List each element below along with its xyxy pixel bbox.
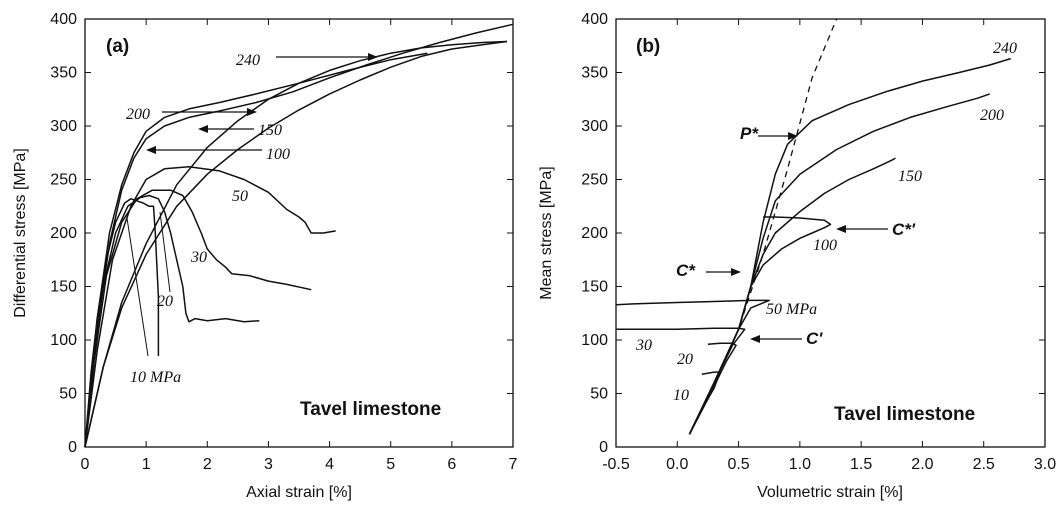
panel-b: -0.5 0.0 0.5 1.0 1.5 2.0 2.5 3.0 0 50 100 150 200 250…	[538, 11, 1056, 501]
panel-b-ytick-label: 400	[581, 11, 608, 28]
panel-b-label-30: 30	[635, 337, 652, 354]
panel-b-xtick-label: 3.0	[1034, 456, 1056, 473]
panel-b-ytick-label: 100	[581, 332, 608, 349]
panel-a-ytick-label: 400	[50, 11, 77, 28]
panel-a-label-10: 10 MPa	[130, 369, 181, 386]
panel-b-series-150	[688, 157, 896, 435]
panel-a-xtick-label: 3	[264, 456, 273, 473]
panel-a-pointer-10	[126, 217, 149, 357]
panel-b-curves	[615, 18, 1011, 435]
panel-b-series-20	[688, 342, 737, 435]
panel-a-xtick-label: 2	[203, 456, 212, 473]
panel-b-ylabel: Mean stress [MPa]	[538, 166, 555, 299]
panel-a-ticks: 0 1 2 3 4 5 6 7 0 50 100 150 200 250 300 350 400	[50, 11, 517, 473]
panel-b-arrowhead-cstar	[731, 268, 741, 276]
panel-a-xtick-label: 7	[509, 456, 518, 473]
panel-a-arrowhead-100	[146, 146, 156, 154]
panel-b-ytick-label: 250	[581, 172, 608, 189]
panel-b-xtick-label: 2.5	[973, 456, 995, 473]
panel-b-series-240	[688, 57, 1011, 435]
panel-b-label-cstar: C*	[676, 261, 696, 280]
panel-b-arrowhead-cprime	[750, 335, 760, 343]
panel-b-xlabel: Volumetric strain [%]	[757, 484, 903, 501]
panel-a-ytick-label: 150	[50, 279, 77, 296]
panel-a-xtick-label: 6	[447, 456, 456, 473]
panel-a-arrowhead-200	[247, 108, 257, 116]
panel-b-frame	[615, 18, 1046, 448]
panel-a-ytick-label: 100	[50, 332, 77, 349]
panel-a-series-10-mpa	[84, 198, 160, 448]
panel-b-xtick-label: 0.0	[666, 456, 688, 473]
panel-a-watermark: Tavel limestone	[300, 399, 441, 420]
panel-a-ytick-label: 250	[50, 172, 77, 189]
panel-a-label-20: 20	[157, 293, 173, 310]
panel-b-ytick-label: 200	[581, 225, 608, 242]
panel-a-series-240	[84, 23, 514, 448]
panel-b-ticks: -0.5 0.0 0.5 1.0 1.5 2.0 2.5 3.0 0 50 100 150 200 250…	[581, 11, 1056, 473]
panel-b-label-50: 50 MPa	[766, 301, 817, 318]
panel-b-label-200: 200	[980, 107, 1004, 124]
panel-b-watermark: Tavel limestone	[834, 404, 975, 425]
panel-b-label-pstar: P*	[740, 124, 759, 143]
panel-a-series-20	[84, 194, 260, 448]
panel-a-xtick-label: 4	[325, 456, 334, 473]
panel-a-ylabel: Differential stress [MPa]	[12, 148, 29, 318]
panel-a-ytick-label: 350	[50, 65, 77, 82]
panel-b-label-10: 10	[673, 387, 689, 404]
panel-a-label-150: 150	[258, 122, 282, 139]
panel-b-label-150: 150	[898, 168, 922, 185]
panel-a-series-50	[84, 165, 336, 448]
panel-b-label-cprime: C'	[806, 329, 823, 348]
panel-b-ytick-label: 350	[581, 65, 608, 82]
panel-b-label-100: 100	[813, 237, 837, 254]
panel-a-label-50: 50	[232, 188, 248, 205]
panel-b-ytick-label: 150	[581, 279, 608, 296]
panel-b-xtick-label: 1.0	[789, 456, 811, 473]
panel-b-label-cstarp: C*'	[892, 220, 916, 239]
panel-a-label-30: 30	[190, 249, 207, 266]
panel-b-arrowhead-cstarp	[836, 225, 846, 233]
panel-b-ytick-label: 50	[590, 386, 608, 403]
panel-b-xtick-label: 2.0	[911, 456, 933, 473]
panel-b-xtick-label: 0.5	[727, 456, 749, 473]
panel-b-series-200	[688, 93, 991, 435]
panel-a-series-200	[84, 52, 428, 448]
panel-a-xlabel: Axial strain [%]	[246, 484, 352, 501]
panel-b-ytick-label: 0	[599, 439, 608, 456]
panel-a-series-150	[84, 40, 507, 448]
panel-a-arrowhead-240	[368, 53, 378, 61]
panel-a-pointer-20	[159, 211, 171, 293]
panel-a-xtick-label: 0	[81, 456, 90, 473]
panel-a-label-200: 200	[126, 106, 150, 123]
panel-a-ytick-label: 300	[50, 118, 77, 135]
panel-a-xtick-label: 5	[386, 456, 395, 473]
panel-a-ytick-label: 50	[59, 386, 77, 403]
panel-b-label: (b)	[636, 36, 660, 57]
panel-b-ytick-label: 300	[581, 118, 608, 135]
panel-a-ytick-label: 0	[68, 439, 77, 456]
panel-a: 0 1 2 3 4 5 6 7 0 50 100 150 200 250 300 350 400 (a) Tav…	[12, 11, 518, 501]
panel-b-label-20: 20	[677, 351, 693, 368]
panel-a-xtick-label: 1	[142, 456, 151, 473]
panel-a-ytick-label: 200	[50, 225, 77, 242]
panel-a-curves	[84, 23, 514, 448]
panel-a-label-100: 100	[266, 146, 290, 163]
panel-b-label-240: 240	[993, 40, 1017, 57]
panel-b-xtick-label: -0.5	[602, 456, 630, 473]
panel-a-series-100	[84, 40, 507, 448]
panel-a-arrowhead-150	[198, 125, 208, 133]
panel-b-xtick-label: 1.5	[850, 456, 872, 473]
panel-b-arrowhead-pstar	[788, 132, 798, 140]
panel-a-series-30	[84, 189, 312, 448]
panel-a-label-240: 240	[236, 52, 260, 69]
panel-a-label: (a)	[106, 36, 129, 57]
